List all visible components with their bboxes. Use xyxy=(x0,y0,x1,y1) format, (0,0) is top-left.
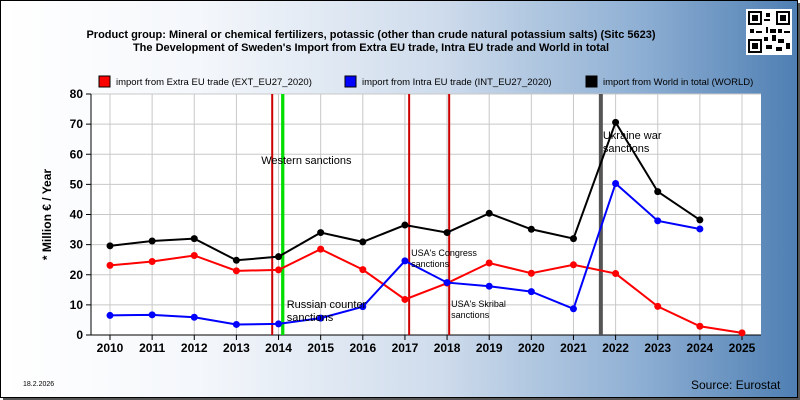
data-point-intra-eu xyxy=(443,279,451,287)
event-label: Ukraine war xyxy=(603,130,662,142)
y-tick-label: 80 xyxy=(70,87,84,101)
source-note: Source: Eurostat xyxy=(691,378,781,392)
data-point-world xyxy=(148,237,156,245)
event-label: Russian counter xyxy=(287,299,367,311)
data-point-intra-eu xyxy=(654,217,662,225)
event-label: sanctions xyxy=(451,310,490,320)
data-point-extra-eu xyxy=(654,302,662,310)
x-tick-label: 2012 xyxy=(181,341,208,355)
data-point-intra-eu xyxy=(232,320,240,328)
event-label: USA's Skribal xyxy=(451,299,506,309)
data-point-extra-eu xyxy=(527,269,535,277)
data-point-extra-eu xyxy=(148,257,156,265)
data-point-intra-eu xyxy=(612,179,620,187)
y-tick-label: 70 xyxy=(70,117,84,131)
x-tick-label: 2025 xyxy=(729,341,756,355)
y-tick-label: 10 xyxy=(70,298,84,312)
x-tick-label: 2024 xyxy=(687,341,714,355)
data-point-extra-eu xyxy=(569,261,577,269)
data-point-extra-eu xyxy=(275,266,283,274)
data-point-extra-eu xyxy=(696,322,704,330)
data-point-intra-eu xyxy=(106,311,114,319)
event-label: Western sanctions xyxy=(261,155,352,167)
data-point-intra-eu xyxy=(317,314,325,322)
data-point-world xyxy=(443,229,451,237)
data-point-extra-eu xyxy=(359,266,367,274)
x-tick-label: 2010 xyxy=(97,341,124,355)
series-line-extra-eu xyxy=(109,248,743,334)
qr-code xyxy=(746,9,792,55)
x-tick-label: 2016 xyxy=(349,341,376,355)
legend-swatch-world xyxy=(585,75,598,88)
data-point-intra-eu xyxy=(696,225,704,233)
data-point-world xyxy=(359,238,367,246)
data-point-world xyxy=(527,225,535,233)
data-point-world xyxy=(106,242,114,250)
event-label: USA's Congress xyxy=(411,248,477,258)
legend-swatch-extra-eu xyxy=(98,75,111,88)
y-tick-label: 40 xyxy=(70,208,84,222)
legend-label-intra-eu: import from Intra EU trade (INT_EU27_202… xyxy=(362,77,552,88)
data-point-extra-eu xyxy=(612,270,620,278)
x-tick-label: 2019 xyxy=(476,341,503,355)
data-point-intra-eu xyxy=(485,282,493,290)
x-tick-label: 2013 xyxy=(223,341,250,355)
x-tick-label: 2022 xyxy=(602,341,629,355)
data-point-world xyxy=(485,209,493,217)
event-label: sanctions xyxy=(411,259,450,269)
y-tick-label: 30 xyxy=(70,238,84,252)
data-point-intra-eu xyxy=(275,320,283,328)
data-point-intra-eu xyxy=(148,311,156,319)
y-axis-label: * Million € / Year xyxy=(40,169,54,260)
data-point-world xyxy=(275,253,283,261)
y-tick-label: 60 xyxy=(70,147,84,161)
date-stamp: 18.2.2026 xyxy=(23,381,55,388)
data-point-intra-eu xyxy=(527,288,535,296)
data-point-extra-eu xyxy=(485,259,493,267)
event-label: sanctions xyxy=(287,312,334,324)
data-point-intra-eu xyxy=(190,313,198,321)
data-point-extra-eu xyxy=(738,329,746,337)
x-tick-label: 2015 xyxy=(307,341,334,355)
y-tick-label: 50 xyxy=(70,177,84,191)
data-point-world xyxy=(654,188,662,196)
y-tick-label: 0 xyxy=(76,328,83,342)
x-tick-label: 2020 xyxy=(518,341,545,355)
data-point-extra-eu xyxy=(106,261,114,269)
data-point-world xyxy=(401,221,409,229)
event-label: sanctions xyxy=(603,143,650,155)
chart-title: Product group: Mineral or chemical ferti… xyxy=(86,29,656,41)
x-tick-label: 2018 xyxy=(434,341,461,355)
data-point-intra-eu xyxy=(569,305,577,313)
data-point-intra-eu xyxy=(359,303,367,311)
data-point-world xyxy=(569,235,577,243)
x-tick-label: 2023 xyxy=(644,341,671,355)
data-point-world xyxy=(696,216,704,224)
y-tick-label: 20 xyxy=(70,268,84,282)
legend-swatch-intra-eu xyxy=(344,75,357,88)
legend-label-world: import from World in total (WORLD) xyxy=(603,77,753,88)
data-point-world xyxy=(190,235,198,243)
data-point-intra-eu xyxy=(401,257,409,265)
data-point-extra-eu xyxy=(401,295,409,303)
data-point-world xyxy=(317,229,325,237)
data-point-extra-eu xyxy=(190,251,198,259)
data-point-extra-eu xyxy=(232,267,240,275)
legend-label-extra-eu: import from Extra EU trade (EXT_EU27_202… xyxy=(116,77,312,88)
x-tick-label: 2014 xyxy=(265,341,292,355)
data-point-world xyxy=(232,256,240,264)
data-point-world xyxy=(612,118,620,126)
x-tick-label: 2017 xyxy=(392,341,419,355)
chart-subtitle: The Development of Sweden's Import from … xyxy=(132,42,610,54)
x-tick-label: 2021 xyxy=(560,341,587,355)
x-tick-label: 2011 xyxy=(139,341,165,355)
data-point-extra-eu xyxy=(317,245,325,253)
